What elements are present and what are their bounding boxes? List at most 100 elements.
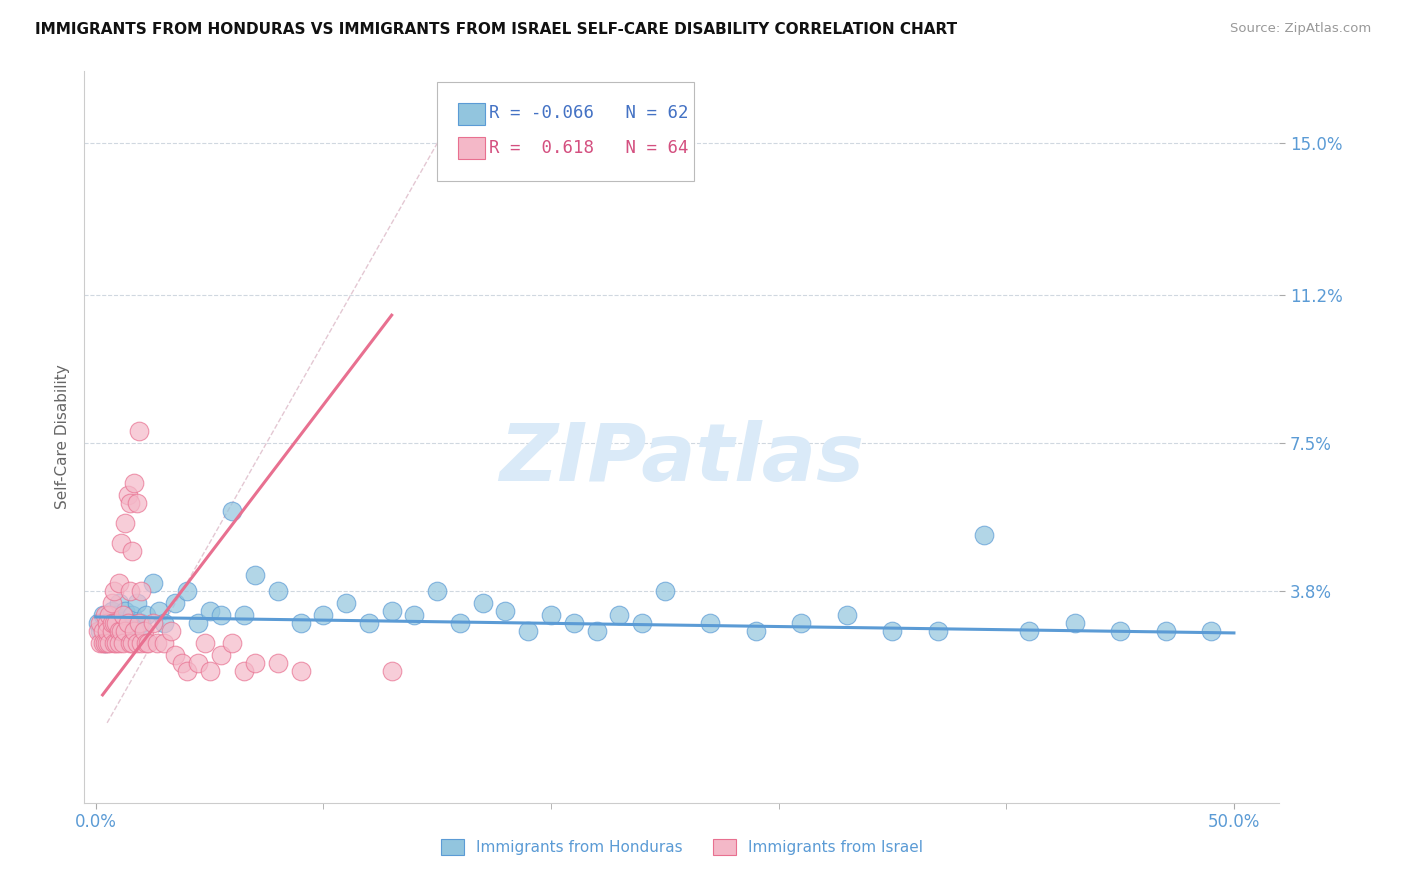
Point [357,615,380,630]
Point [1063,615,1085,630]
Text: R = -0.066   N = 62: R = -0.066 N = 62 [489,104,689,122]
Point [124,624,146,638]
Point [112,636,135,650]
Point [176,584,198,599]
Point [96,624,118,638]
Text: ZIPatlas: ZIPatlas [499,420,865,498]
Point [110,536,132,550]
Point [100,604,122,618]
Point [129,584,152,599]
FancyBboxPatch shape [458,137,485,159]
Point [232,607,254,622]
Point [335,596,357,610]
Point [973,528,995,542]
Point [94,636,117,650]
Point [607,607,630,622]
Point [585,624,607,638]
Point [117,615,139,630]
Point [243,656,266,670]
Point [128,615,150,630]
Point [124,615,146,630]
Point [172,656,194,670]
Point [125,596,148,610]
Point [1109,624,1132,638]
Point [267,584,290,599]
Point [1154,624,1177,638]
Point [100,615,122,630]
Point [654,584,676,599]
Point [96,615,118,630]
Point [100,624,122,638]
Point [243,568,266,582]
Point [153,615,176,630]
Point [699,615,721,630]
Point [105,615,128,630]
Point [128,424,150,438]
Point [562,615,585,630]
Point [105,636,128,650]
Point [103,615,125,630]
Point [495,604,517,618]
Point [128,624,150,638]
Point [146,636,169,650]
Y-axis label: Self-Care Disability: Self-Care Disability [55,365,70,509]
Point [118,584,141,599]
Point [790,615,813,630]
Point [107,576,129,591]
Point [1199,624,1222,638]
Point [927,624,949,638]
Point [198,604,221,618]
Point [426,584,449,599]
Point [107,596,129,610]
Point [87,624,110,638]
Point [121,607,143,622]
Point [94,607,117,622]
Point [121,544,143,558]
Point [110,615,132,630]
Point [89,624,111,638]
Point [112,607,135,622]
Point [118,636,141,650]
Point [129,636,152,650]
Point [835,607,858,622]
Point [1018,624,1040,638]
Point [209,607,232,622]
Point [121,636,143,650]
Point [517,624,540,638]
Point [96,636,118,650]
FancyBboxPatch shape [458,103,485,125]
Point [187,656,209,670]
Point [142,576,165,591]
Point [107,636,129,650]
Point [103,615,125,630]
Point [118,624,141,638]
Point [194,636,217,650]
Point [198,664,221,678]
Point [135,607,157,622]
FancyBboxPatch shape [437,82,695,181]
Point [110,624,132,638]
Point [290,664,312,678]
Point [117,488,139,502]
Point [631,615,654,630]
Point [153,636,176,650]
Point [98,636,121,650]
Point [267,656,290,670]
Point [232,664,254,678]
Point [221,504,243,518]
Point [125,496,148,510]
Point [89,636,111,650]
Point [125,636,148,650]
Point [745,624,768,638]
Point [117,615,139,630]
Point [114,624,136,638]
Point [540,607,562,622]
Point [91,607,114,622]
Point [98,624,121,638]
Point [471,596,494,610]
Point [91,624,114,638]
Point [165,648,187,662]
Point [136,636,159,650]
Point [381,664,404,678]
Point [449,615,471,630]
